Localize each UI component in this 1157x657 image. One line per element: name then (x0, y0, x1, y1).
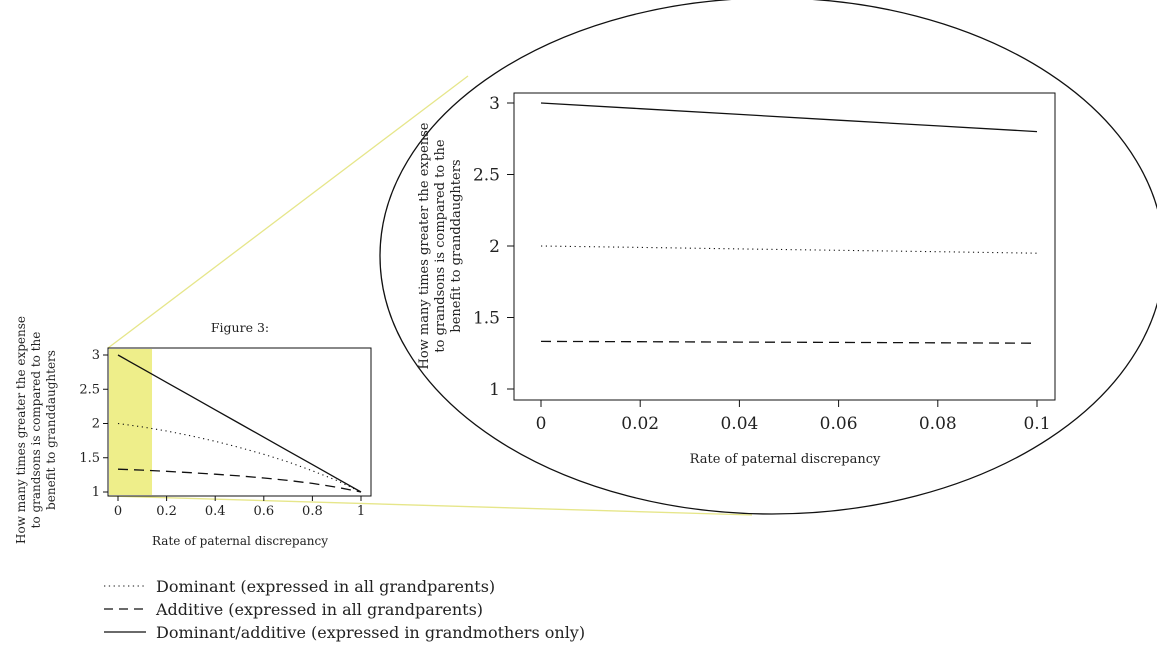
x-tick-label: 0.1 (1023, 414, 1050, 434)
x-tick-label: 0.8 (302, 504, 323, 519)
legend-item-additive: Additive (expressed in all grandparents) (104, 600, 483, 619)
big-y-axis-title-line-3: benefit to granddaughters (449, 159, 464, 332)
big-chart: 0 0.02 0.04 0.06 0.08 0.1 1 1.5 2 2.5 3 Rate of pa… (417, 92, 1056, 467)
x-tick-label: 0 (536, 414, 547, 434)
small-x-axis-title: Rate of paternal discrepancy (152, 534, 328, 548)
small-ticks: 0 0.2 0.4 0.6 0.8 1 1 1.5 2 2.5 3 (79, 348, 365, 519)
y-tick-label: 2.5 (473, 166, 500, 186)
y-tick-label: 3 (92, 348, 100, 363)
y-tick-label: 1.5 (79, 451, 100, 466)
legend-label-additive: Additive (expressed in all grandparents) (155, 600, 483, 619)
small-plot-frame (107, 347, 372, 497)
big-plot-frame (513, 92, 1056, 401)
y-tick-label: 1 (92, 485, 100, 500)
legend-label-dominant: Dominant (expressed in all grandparents) (156, 577, 495, 596)
x-tick-label: 0.08 (919, 414, 957, 434)
series-line-dashed (117, 468, 362, 493)
small-chart: Figure 3: 0 0.2 0.4 0.6 0.8 1 1 1.5 2 2.5 3 Rate o… (14, 316, 372, 548)
series-line-dotted (540, 245, 1038, 254)
legend-label-grandmothers: Dominant/additive (expressed in grandmot… (156, 623, 585, 642)
y-tick-label: 1.5 (473, 309, 500, 329)
big-ticks: 0 0.02 0.04 0.06 0.08 0.1 1 1.5 2 2.5 3 (473, 94, 1051, 434)
big-y-axis-title-line-2: to grandsons is compared to the (433, 139, 448, 352)
small-y-axis-title-line-1: How many times greater the expense (14, 316, 28, 544)
x-tick-label: 0.04 (720, 414, 758, 434)
zoom-connector-top (107, 75, 469, 349)
x-tick-label: 0.2 (156, 504, 177, 519)
big-y-axis-title: How many times greater the expense to gr… (417, 122, 464, 369)
x-tick-label: 0 (114, 504, 122, 519)
legend-item-dominant: Dominant (expressed in all grandparents) (104, 577, 495, 596)
x-tick-label: 0.4 (205, 504, 226, 519)
small-y-axis-title-line-2: to grandsons is compared to the (29, 332, 43, 529)
zoom-highlight-band (109, 349, 153, 495)
series-line-dashed (540, 340, 1038, 344)
y-tick-label: 1 (489, 380, 500, 400)
big-series-layer (540, 102, 1038, 344)
small-highlight-layer (109, 349, 153, 495)
x-tick-label: 0.6 (253, 504, 274, 519)
legend: Dominant (expressed in all grandparents)… (104, 577, 585, 642)
y-tick-label: 3 (489, 94, 500, 114)
big-y-axis-title-line-1: How many times greater the expense (417, 122, 432, 369)
series-line-solid (117, 354, 362, 493)
series-line-solid (540, 102, 1038, 133)
zoom-ellipse (379, 0, 1157, 515)
small-series-layer (117, 354, 362, 493)
small-y-axis-title-line-3: benefit to granddaughters (44, 350, 58, 510)
legend-item-grandmothers: Dominant/additive (expressed in grandmot… (104, 623, 585, 642)
y-tick-label: 2 (489, 237, 500, 257)
y-tick-label: 2.5 (79, 382, 100, 397)
x-tick-label: 0.02 (621, 414, 659, 434)
small-chart-title: Figure 3: (211, 320, 269, 335)
small-y-axis-title: How many times greater the expense to gr… (14, 316, 58, 544)
x-tick-label: 0.06 (820, 414, 858, 434)
x-tick-label: 1 (357, 504, 365, 519)
series-line-dotted (117, 422, 362, 493)
y-tick-label: 2 (92, 417, 100, 432)
big-x-axis-title: Rate of paternal discrepancy (690, 452, 881, 467)
